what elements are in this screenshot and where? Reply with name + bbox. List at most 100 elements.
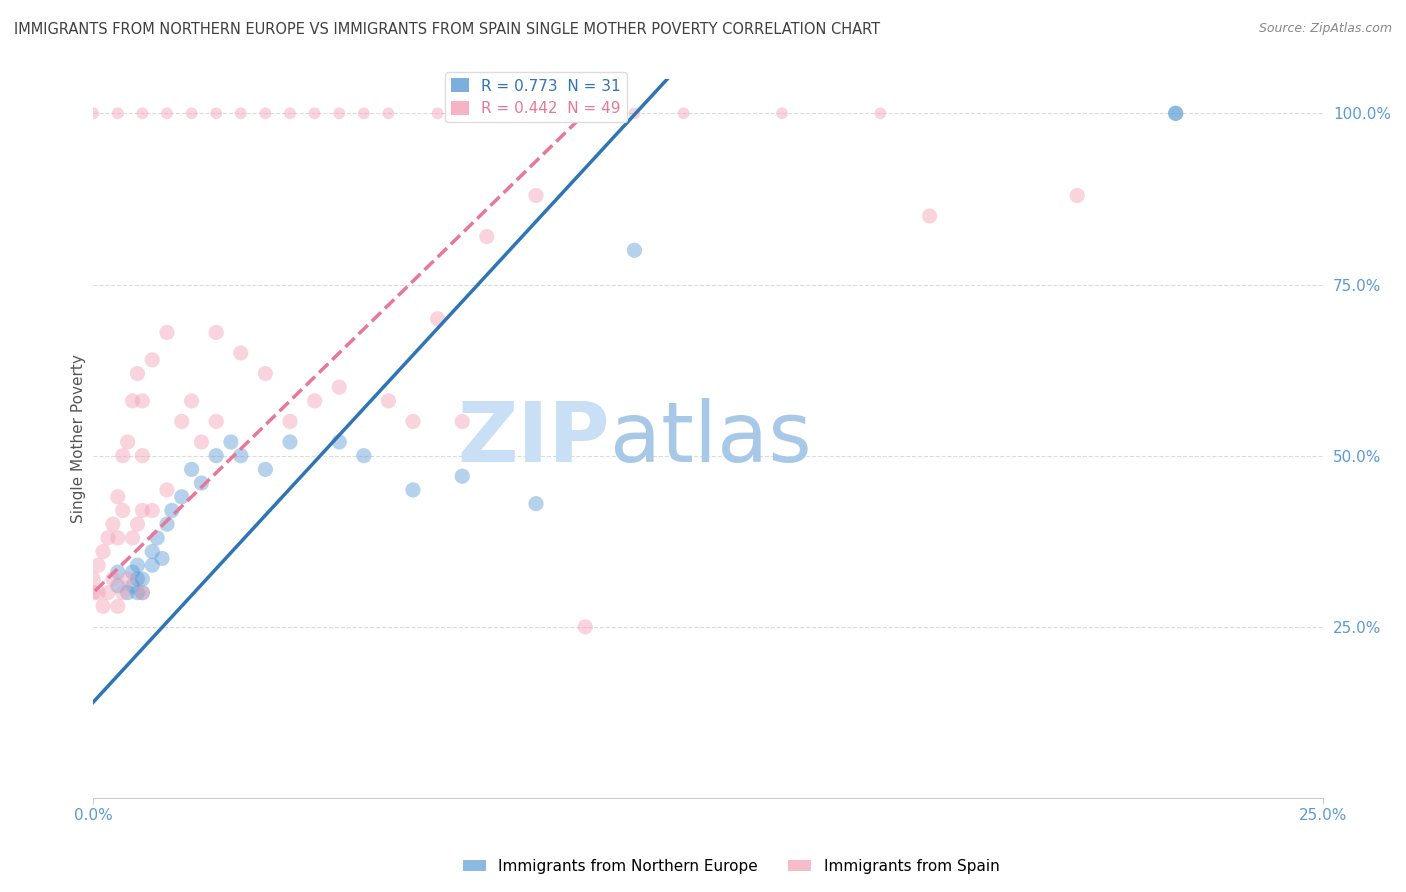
Point	[574, 106, 596, 120]
Point	[328, 106, 350, 120]
Point	[107, 490, 129, 504]
Point	[111, 449, 134, 463]
Point	[121, 565, 143, 579]
Point	[127, 585, 149, 599]
Point	[156, 483, 179, 497]
Point	[229, 346, 252, 360]
Point	[1164, 106, 1187, 120]
Point	[205, 106, 228, 120]
Point	[107, 565, 129, 579]
Point	[117, 585, 139, 599]
Point	[918, 209, 941, 223]
Legend: R = 0.773  N = 31, R = 0.442  N = 49: R = 0.773 N = 31, R = 0.442 N = 49	[444, 72, 627, 122]
Point	[426, 106, 449, 120]
Text: IMMIGRANTS FROM NORTHERN EUROPE VS IMMIGRANTS FROM SPAIN SINGLE MOTHER POVERTY C: IMMIGRANTS FROM NORTHERN EUROPE VS IMMIG…	[14, 22, 880, 37]
Point	[190, 476, 212, 491]
Point	[97, 531, 120, 545]
Point	[770, 106, 793, 120]
Point	[254, 106, 277, 120]
Text: atlas: atlas	[610, 398, 811, 479]
Point	[127, 572, 149, 586]
Point	[131, 393, 153, 408]
Point	[524, 497, 547, 511]
Point	[304, 393, 326, 408]
Point	[1164, 106, 1187, 120]
Point	[150, 551, 173, 566]
Point	[574, 620, 596, 634]
Point	[254, 462, 277, 476]
Point	[451, 414, 474, 428]
Point	[304, 106, 326, 120]
Point	[219, 435, 242, 450]
Point	[524, 106, 547, 120]
Point	[254, 367, 277, 381]
Point	[156, 517, 179, 532]
Point	[82, 585, 104, 599]
Point	[205, 326, 228, 340]
Point	[1066, 188, 1088, 202]
Point	[107, 106, 129, 120]
Point	[91, 544, 114, 558]
Point	[475, 106, 498, 120]
Point	[101, 572, 124, 586]
Point	[131, 572, 153, 586]
Point	[180, 393, 202, 408]
Point	[623, 244, 645, 258]
Point	[131, 585, 153, 599]
Point	[156, 106, 179, 120]
Point	[131, 106, 153, 120]
Point	[141, 558, 163, 573]
Point	[131, 585, 153, 599]
Point	[402, 483, 425, 497]
Point	[127, 367, 149, 381]
Point	[141, 544, 163, 558]
Point	[117, 572, 139, 586]
Point	[353, 106, 375, 120]
Point	[87, 585, 110, 599]
Point	[672, 106, 695, 120]
Point	[111, 585, 134, 599]
Point	[869, 106, 891, 120]
Point	[146, 531, 169, 545]
Point	[107, 579, 129, 593]
Text: Source: ZipAtlas.com: Source: ZipAtlas.com	[1258, 22, 1392, 36]
Point	[180, 106, 202, 120]
Point	[377, 106, 399, 120]
Point	[107, 531, 129, 545]
Point	[402, 414, 425, 428]
Y-axis label: Single Mother Poverty: Single Mother Poverty	[72, 354, 86, 523]
Point	[121, 579, 143, 593]
Point	[87, 558, 110, 573]
Point	[328, 435, 350, 450]
Legend: Immigrants from Northern Europe, Immigrants from Spain: Immigrants from Northern Europe, Immigra…	[457, 853, 1005, 880]
Point	[131, 503, 153, 517]
Point	[205, 449, 228, 463]
Point	[121, 531, 143, 545]
Point	[170, 490, 193, 504]
Point	[131, 449, 153, 463]
Point	[353, 449, 375, 463]
Point	[278, 414, 301, 428]
Point	[156, 326, 179, 340]
Point	[82, 106, 104, 120]
Point	[475, 229, 498, 244]
Point	[426, 311, 449, 326]
Point	[107, 599, 129, 614]
Point	[127, 558, 149, 573]
Point	[160, 503, 183, 517]
Point	[229, 449, 252, 463]
Point	[623, 106, 645, 120]
Point	[82, 572, 104, 586]
Point	[229, 106, 252, 120]
Point	[91, 599, 114, 614]
Point	[127, 517, 149, 532]
Point	[121, 393, 143, 408]
Text: ZIP: ZIP	[457, 398, 610, 479]
Point	[278, 106, 301, 120]
Point	[117, 435, 139, 450]
Point	[111, 503, 134, 517]
Point	[377, 393, 399, 408]
Point	[141, 503, 163, 517]
Point	[451, 469, 474, 483]
Point	[180, 462, 202, 476]
